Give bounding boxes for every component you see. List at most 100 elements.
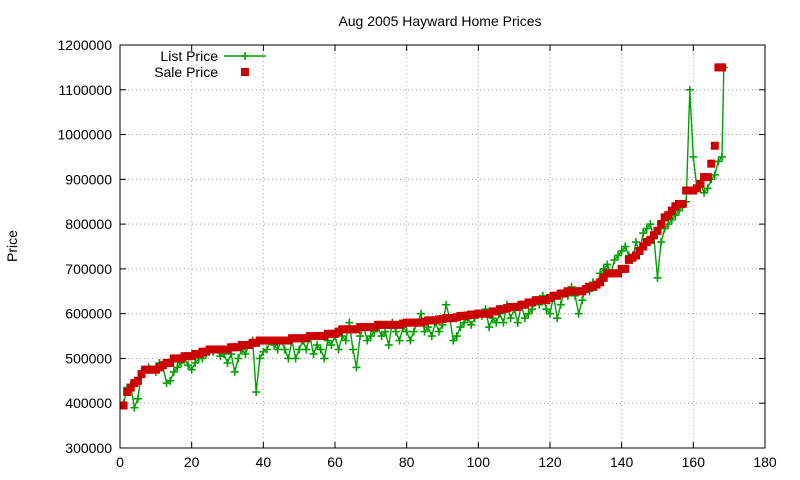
list-price-point xyxy=(262,345,271,354)
sale-price-point xyxy=(639,242,648,251)
list-price-point xyxy=(632,238,640,247)
list-price-point xyxy=(381,327,390,336)
list-price-point xyxy=(391,327,400,336)
y-tick-label: 1000000 xyxy=(57,127,112,143)
list-price-point xyxy=(621,242,630,251)
list-price-point xyxy=(230,367,239,376)
list-price-point xyxy=(191,358,200,367)
y-axis-label: Price xyxy=(4,230,20,262)
grid xyxy=(120,45,765,448)
list-price-point xyxy=(639,229,648,238)
list-price-point xyxy=(542,305,551,314)
sale-price-point xyxy=(599,273,608,282)
list-price-point xyxy=(449,336,458,345)
x-tick-label: 80 xyxy=(399,454,415,470)
list-price-point xyxy=(434,327,443,336)
list-price-line xyxy=(122,67,725,411)
list-price-point xyxy=(302,345,311,354)
sale-price-point xyxy=(703,173,712,182)
list-price-point xyxy=(574,309,583,318)
x-tick-label: 0 xyxy=(116,454,124,470)
x-tick-label: 160 xyxy=(682,454,706,470)
list-price-point xyxy=(467,320,476,329)
y-tick-label: 700000 xyxy=(65,261,112,277)
list-price-point xyxy=(492,318,501,327)
list-price-point xyxy=(703,184,712,193)
sale-price-point xyxy=(664,211,673,220)
x-tick-label: 120 xyxy=(538,454,562,470)
sale-price-point xyxy=(126,383,135,392)
y-tick-label: 600000 xyxy=(65,306,112,322)
sale-price-point xyxy=(707,159,716,168)
list-price-point xyxy=(460,318,468,327)
list-price-point xyxy=(184,361,193,370)
list-price-point xyxy=(442,300,451,309)
list-price-point xyxy=(664,220,673,229)
list-price-point xyxy=(395,336,404,345)
sale-price-point xyxy=(646,235,655,244)
list-price-point xyxy=(366,332,375,341)
list-price-point xyxy=(166,376,175,385)
list-price-point xyxy=(187,365,196,374)
list-price-point xyxy=(718,152,726,161)
sale-price-point xyxy=(632,251,640,260)
list-price-point xyxy=(614,251,623,260)
y-tick-label: 900000 xyxy=(65,171,112,187)
list-price-point xyxy=(284,354,293,363)
list-price-point xyxy=(133,394,142,403)
plot-frame xyxy=(119,44,766,449)
list-price-point xyxy=(341,336,350,345)
list-price-point xyxy=(710,170,719,179)
list-price-point xyxy=(173,363,182,372)
list-price-point xyxy=(352,363,361,372)
list-price-point xyxy=(685,85,694,94)
sale-price-point xyxy=(635,246,644,255)
list-price-point xyxy=(617,246,626,255)
list-price-point xyxy=(291,354,300,363)
x-tick-label: 180 xyxy=(753,454,777,470)
list-price-point xyxy=(714,157,723,166)
list-price-point xyxy=(528,305,537,314)
y-tick-label: 1200000 xyxy=(57,37,112,53)
sale-price-point xyxy=(657,220,666,229)
x-tick-label: 20 xyxy=(184,454,200,470)
list-price-point xyxy=(506,314,515,323)
sale-price-point xyxy=(123,388,132,397)
x-tick-label: 140 xyxy=(610,454,634,470)
list-price-point xyxy=(513,318,522,327)
list-price-point xyxy=(556,300,565,309)
list-price-point xyxy=(689,152,698,161)
list-price-point xyxy=(313,341,322,350)
list-price-point xyxy=(642,224,651,233)
plot-area xyxy=(119,63,728,412)
list-price-point xyxy=(646,220,655,229)
y-tick-label: 800000 xyxy=(65,216,112,232)
list-price-point xyxy=(553,314,562,323)
sale-price-point xyxy=(667,206,676,215)
list-price-point xyxy=(427,332,436,341)
legend-marker-sale-price xyxy=(241,68,249,76)
y-tick-label: 400000 xyxy=(65,395,112,411)
list-price-point xyxy=(377,332,386,341)
list-price-point xyxy=(406,336,415,345)
sale-price-point xyxy=(649,231,658,240)
sale-price-point xyxy=(137,370,146,379)
list-price-point xyxy=(657,238,666,247)
chart-title: Aug 2005 Hayward Home Prices xyxy=(338,13,541,29)
list-price-point xyxy=(578,296,587,305)
list-price-point xyxy=(610,255,619,264)
list-price-point xyxy=(252,388,261,397)
legend-marker-list-price xyxy=(241,52,249,60)
sale-price-point xyxy=(710,141,719,150)
list-price-point xyxy=(603,260,612,269)
list-price-point xyxy=(223,358,232,367)
list-price-point xyxy=(520,314,529,323)
y-tick-label: 1100000 xyxy=(59,82,113,98)
list-price-point xyxy=(363,336,372,345)
list-price-point xyxy=(420,327,429,336)
list-price-point xyxy=(309,349,318,358)
list-price-point xyxy=(280,345,289,354)
list-price-point xyxy=(334,345,343,354)
